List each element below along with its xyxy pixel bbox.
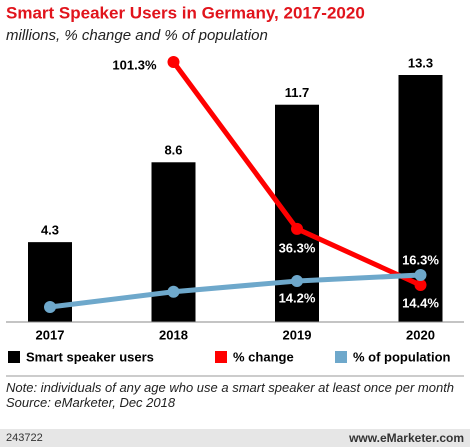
footer: 243722 www.eMarketer.com	[0, 429, 470, 447]
point	[414, 269, 427, 281]
data-label: 4.3	[41, 223, 59, 238]
legend-label: Smart speaker users	[26, 349, 154, 364]
chart-subtitle: millions, % change and % of population	[6, 27, 268, 44]
legend-label: % of population	[353, 349, 451, 364]
bar	[275, 104, 319, 322]
point	[44, 301, 56, 314]
x-tick-label: 2019	[283, 327, 312, 342]
point	[167, 56, 180, 68]
notes: Note: individuals of any age who use a s…	[6, 380, 464, 410]
x-tick-label: 2018	[159, 327, 188, 342]
legend-label: % change	[233, 349, 294, 364]
legend-swatch	[8, 351, 20, 363]
source: Source: eMarketer, Dec 2018	[6, 395, 176, 410]
data-label: 36.3%	[279, 240, 316, 255]
data-label: 14.4%	[402, 295, 439, 310]
x-tick-label: 2017	[36, 327, 65, 342]
data-label: 101.3%	[112, 57, 157, 72]
data-label: 5.2%	[35, 283, 65, 298]
data-label: 10.5%	[155, 267, 192, 282]
x-tick-label: 2020	[406, 327, 435, 342]
chart-id: 243722	[6, 432, 43, 444]
data-label: 8.6	[164, 143, 182, 158]
legend-swatch	[215, 351, 227, 363]
data-label: 13.3	[408, 55, 433, 70]
point	[167, 285, 180, 298]
chart-title: Smart Speaker Users in Germany, 2017-202…	[6, 3, 365, 22]
point	[291, 275, 303, 288]
bar	[151, 162, 196, 322]
line	[49, 272, 421, 310]
data-label: 14.2%	[279, 290, 316, 305]
note: Note: individuals of any age who use a s…	[6, 380, 455, 395]
point	[414, 279, 427, 292]
point	[291, 222, 303, 235]
chart: Smart Speaker Users in Germany, 2017-202…	[6, 3, 464, 377]
data-label: 16.3%	[402, 252, 439, 267]
legend-swatch	[335, 351, 347, 363]
site: www.eMarketer.com	[349, 431, 464, 445]
data-label: 11.7	[285, 85, 310, 100]
